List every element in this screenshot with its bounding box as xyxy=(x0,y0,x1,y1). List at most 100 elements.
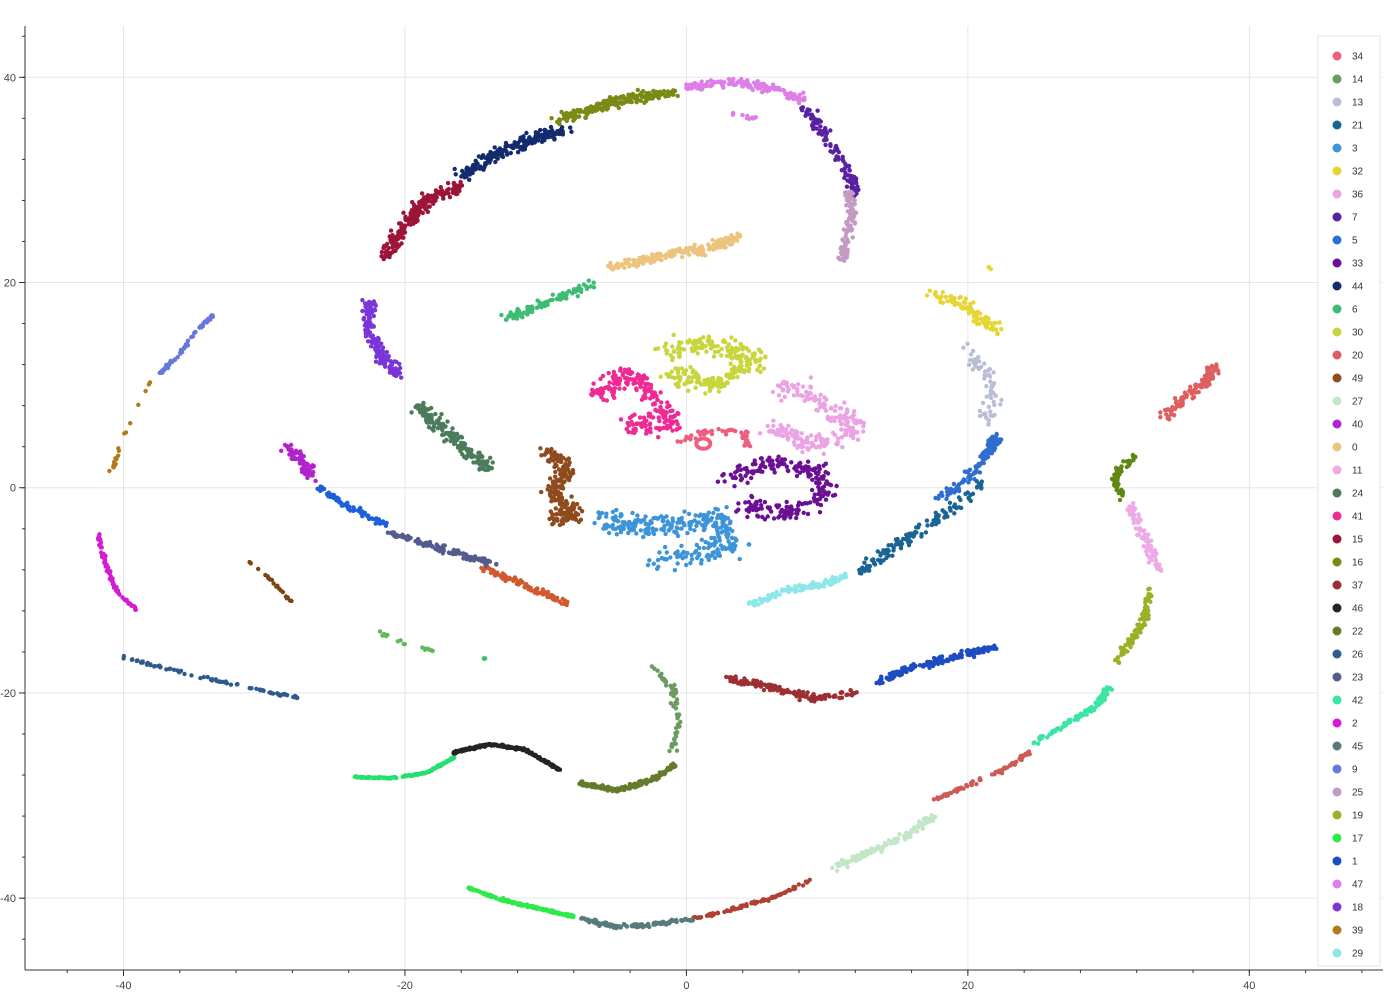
scatter-point xyxy=(287,598,293,603)
scatter-point xyxy=(622,375,628,381)
scatter-point xyxy=(452,441,457,447)
scatter-point xyxy=(663,531,668,537)
scatter-point xyxy=(724,505,729,510)
scatter-point xyxy=(860,565,865,570)
scatter-point xyxy=(631,95,637,101)
scatter-point xyxy=(637,381,643,387)
scatter-point xyxy=(433,188,439,193)
scatter-point xyxy=(963,296,968,301)
scatter-point xyxy=(993,769,998,775)
scatter-point xyxy=(851,186,856,191)
scatter-point xyxy=(789,504,794,509)
scatter-point xyxy=(818,124,823,129)
scatter-point xyxy=(842,432,847,437)
scatter-point xyxy=(669,744,675,750)
scatter-point xyxy=(676,411,681,416)
scatter-point xyxy=(988,326,994,331)
scatter-point xyxy=(724,524,729,529)
scatter-point xyxy=(735,231,740,236)
scatter-point xyxy=(832,492,838,498)
scatter-point xyxy=(182,671,187,677)
scatter-point xyxy=(736,501,741,506)
scatter-point xyxy=(670,408,675,413)
scatter-point xyxy=(564,110,569,116)
scatter-point xyxy=(814,475,819,480)
scatter-point xyxy=(722,909,727,915)
scatter-point xyxy=(588,783,593,788)
scatter-point xyxy=(729,335,734,340)
scatter-point xyxy=(586,110,591,115)
scatter-point xyxy=(553,474,558,479)
scatter-point xyxy=(668,555,673,560)
scatter-point xyxy=(1131,520,1137,526)
scatter-point xyxy=(542,759,548,764)
scatter-point xyxy=(715,344,720,349)
scatter-point xyxy=(951,481,957,487)
scatter-point xyxy=(716,349,721,354)
scatter-point xyxy=(809,112,815,117)
scatter-point xyxy=(755,513,760,518)
scatter-point xyxy=(410,199,415,205)
scatter-point xyxy=(514,747,520,752)
scatter-point xyxy=(1182,390,1188,395)
scatter-point xyxy=(558,479,563,484)
scatter-point xyxy=(983,411,988,416)
scatter-point xyxy=(1144,549,1149,554)
scatter-point xyxy=(579,509,585,514)
scatter-point xyxy=(575,294,580,299)
scatter-point xyxy=(568,471,574,477)
scatter-point xyxy=(703,343,708,349)
scatter-point xyxy=(516,582,521,587)
scatter-point xyxy=(1002,765,1007,770)
scatter-point xyxy=(384,520,389,526)
scatter-point xyxy=(788,509,794,514)
scatter-point xyxy=(1187,388,1192,394)
scatter-point xyxy=(1116,481,1121,487)
scatter-point xyxy=(839,427,844,432)
scatter-point xyxy=(979,453,985,458)
scatter-point xyxy=(482,163,488,168)
scatter-point xyxy=(500,576,505,581)
scatter-point xyxy=(548,124,554,130)
scatter-point xyxy=(650,776,656,781)
scatter-point xyxy=(745,480,750,485)
scatter-point xyxy=(684,562,689,568)
scatter-point xyxy=(771,687,776,693)
scatter-point xyxy=(1114,471,1120,477)
scatter-point xyxy=(1142,532,1148,537)
scatter-point xyxy=(388,228,394,233)
scatter-point xyxy=(629,414,635,419)
scatter-point xyxy=(648,260,653,266)
scatter-point xyxy=(257,688,263,693)
scatter-point xyxy=(786,887,792,893)
scatter-point xyxy=(390,242,395,247)
scatter-point xyxy=(399,235,404,240)
scatter-point xyxy=(991,321,996,326)
scatter-point xyxy=(776,686,781,692)
scatter-point xyxy=(749,901,754,906)
scatter-point xyxy=(630,510,635,516)
scatter-point xyxy=(991,370,996,375)
scatter-point xyxy=(854,853,859,859)
scatter-point xyxy=(601,397,606,402)
scatter-point xyxy=(986,404,992,410)
scatter-point xyxy=(997,769,1003,775)
scatter-point xyxy=(719,346,724,352)
scatter-point xyxy=(559,473,564,479)
scatter-point xyxy=(555,516,560,522)
scatter-point xyxy=(299,466,304,472)
scatter-point xyxy=(668,414,673,419)
scatter-point xyxy=(862,568,868,574)
scatter-point xyxy=(836,414,841,420)
scatter-point xyxy=(687,252,692,257)
scatter-point xyxy=(392,775,397,780)
scatter-point xyxy=(738,467,744,472)
scatter-point xyxy=(611,526,616,531)
scatter-point xyxy=(675,439,680,444)
scatter-point xyxy=(721,545,726,551)
scatter-point xyxy=(747,505,752,511)
scatter-point xyxy=(464,746,469,752)
scatter-point xyxy=(641,415,647,420)
scatter-point xyxy=(747,116,752,122)
scatter-point xyxy=(671,414,676,419)
